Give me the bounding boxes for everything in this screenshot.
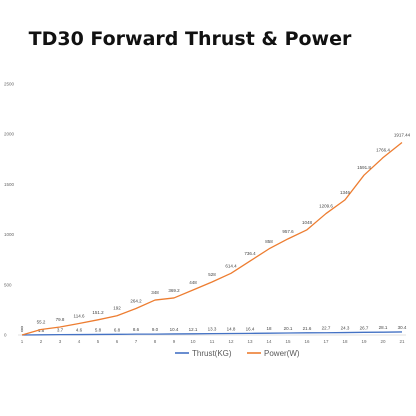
thrust-data-label: 20.1 <box>284 326 293 331</box>
power-data-label: 114.6 <box>74 313 85 318</box>
power-data-label: 614.4 <box>225 263 237 268</box>
power-data-label: 858 <box>265 239 273 244</box>
x-tick-label: 3 <box>59 339 62 344</box>
x-tick-label: 12 <box>228 339 234 344</box>
power-data-label: 1209.6 <box>319 204 333 209</box>
x-tick-label: 1 <box>21 339 24 344</box>
thrust-data-label: 6.8 <box>114 327 121 332</box>
y-tick-label: 0 <box>4 333 7 338</box>
power-data-label: 369.2 <box>168 288 180 293</box>
power-data-label: 55.2 <box>37 319 46 324</box>
power-data-label: 957.6 <box>282 229 294 234</box>
thrust-data-label: 9.0 <box>152 327 159 332</box>
power-data-label: 1346 <box>340 190 351 195</box>
power-data-label: 151.2 <box>92 310 104 315</box>
x-tick-label: 18 <box>342 339 348 344</box>
power-data-label: 264.2 <box>130 298 142 303</box>
power-data-label: 192 <box>113 306 121 311</box>
thrust-data-label: 1.8 <box>38 328 45 333</box>
x-tick-label: 4 <box>78 339 81 344</box>
power-data-label: 1917.44 <box>394 132 411 137</box>
thrust-data-label: 10.4 <box>170 327 179 332</box>
thrust-data-label: 8.6 <box>133 327 140 332</box>
x-tick-label: 9 <box>173 339 176 344</box>
thrust-data-label: 16.4 <box>246 326 255 331</box>
x-tick-label: 17 <box>323 339 329 344</box>
x-tick-label: 20 <box>380 339 386 344</box>
x-tick-label: 6 <box>116 339 119 344</box>
thrust-data-label: 24.3 <box>341 326 350 331</box>
power-data-label: 79.8 <box>56 317 65 322</box>
thrust-data-label: 26.7 <box>360 325 369 330</box>
thrust-data-label: 14.8 <box>227 327 236 332</box>
thrust-data-label: 21.6 <box>303 326 312 331</box>
x-tick-label: 21 <box>399 339 405 344</box>
thrust-data-label: 22.7 <box>322 326 331 331</box>
x-tick-label: 11 <box>210 339 215 344</box>
x-tick-label: 5 <box>97 339 100 344</box>
legend-label-thrust: Thrust(KG) <box>192 349 232 358</box>
thrust-data-label: 4.6 <box>76 328 83 333</box>
thrust-data-label: 0 <box>21 328 24 333</box>
power-data-label: 1766.4 <box>376 148 390 153</box>
x-tick-label: 16 <box>304 339 310 344</box>
y-tick-label: 2000 <box>4 132 15 137</box>
thrust-data-label: 28.1 <box>379 325 388 330</box>
x-tick-label: 19 <box>361 339 367 344</box>
x-tick-label: 13 <box>247 339 253 344</box>
thrust-data-label: 13.3 <box>208 327 217 332</box>
chart-title: TD30 Forward Thrust & Power <box>28 28 352 50</box>
x-tick-label: 14 <box>266 339 272 344</box>
x-tick-label: 8 <box>154 339 157 344</box>
y-tick-label: 1000 <box>4 232 15 237</box>
power-data-label: 528 <box>208 272 216 277</box>
thrust-data-label: 3.7 <box>57 328 64 333</box>
power-data-label: 1048 <box>302 220 313 225</box>
thrust-data-label: 5.8 <box>95 327 102 332</box>
x-tick-label: 10 <box>190 339 196 344</box>
power-data-label: 448 <box>189 280 197 285</box>
power-data-label: 348 <box>151 290 159 295</box>
thrust-data-label: 30.4 <box>398 325 407 330</box>
power-data-label: 0 <box>21 325 24 330</box>
series-line-thrust <box>21 331 403 336</box>
y-tick-label: 2500 <box>4 82 15 87</box>
power-data-label: 736.4 <box>244 251 256 256</box>
y-tick-label: 1500 <box>4 182 15 187</box>
x-tick-label: 15 <box>285 339 291 344</box>
legend-label-power: Power(W) <box>264 349 300 358</box>
thrust-data-label: 12.1 <box>189 327 198 332</box>
x-tick-label: 2 <box>40 339 43 344</box>
thrust-data-label: 18 <box>266 326 272 331</box>
power-data-label: 1591.8 <box>357 165 371 170</box>
x-tick-label: 7 <box>135 339 138 344</box>
y-tick-label: 500 <box>4 282 12 287</box>
series-line-power <box>21 141 403 336</box>
